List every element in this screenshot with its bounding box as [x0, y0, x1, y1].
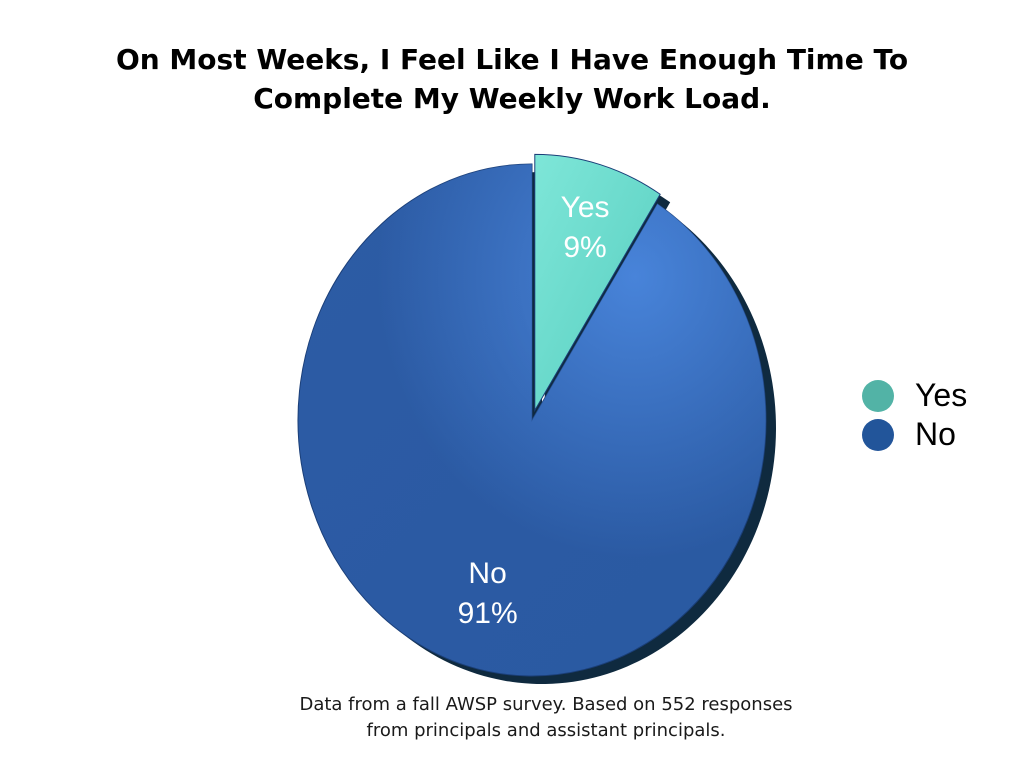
source-note-line-1: Data from a fall AWSP survey. Based on 5… [299, 694, 793, 715]
legend-swatch-no [862, 418, 894, 451]
legend-label-yes: Yes [915, 377, 968, 413]
legend-label-no: No [915, 416, 956, 452]
legend-swatch-yes [862, 379, 894, 412]
legend-item-yes: Yes [862, 376, 967, 415]
source-note: Data from a fall AWSP survey. Based on 5… [246, 692, 846, 744]
slice-highlight-no [297, 164, 766, 676]
slice-label-name-no: No [468, 557, 506, 590]
source-note-line-2: from principals and assistant principals… [366, 720, 726, 741]
chart-legend: Yes No [862, 376, 967, 454]
legend-item-no: No [862, 415, 967, 454]
chart-title-line-2: Complete My Weekly Work Load. [253, 82, 771, 115]
chart-title-line-1: On Most Weeks, I Feel Like I Have Enough… [115, 43, 909, 76]
slice-label-name-yes: Yes [561, 191, 610, 224]
slice-yes [534, 153, 661, 413]
chart-title: On Most Weeks, I Feel Like I Have Enough… [100, 40, 924, 118]
slice-label-value-yes: 9% [563, 231, 606, 264]
slice-label-value-no: 91% [458, 597, 518, 630]
